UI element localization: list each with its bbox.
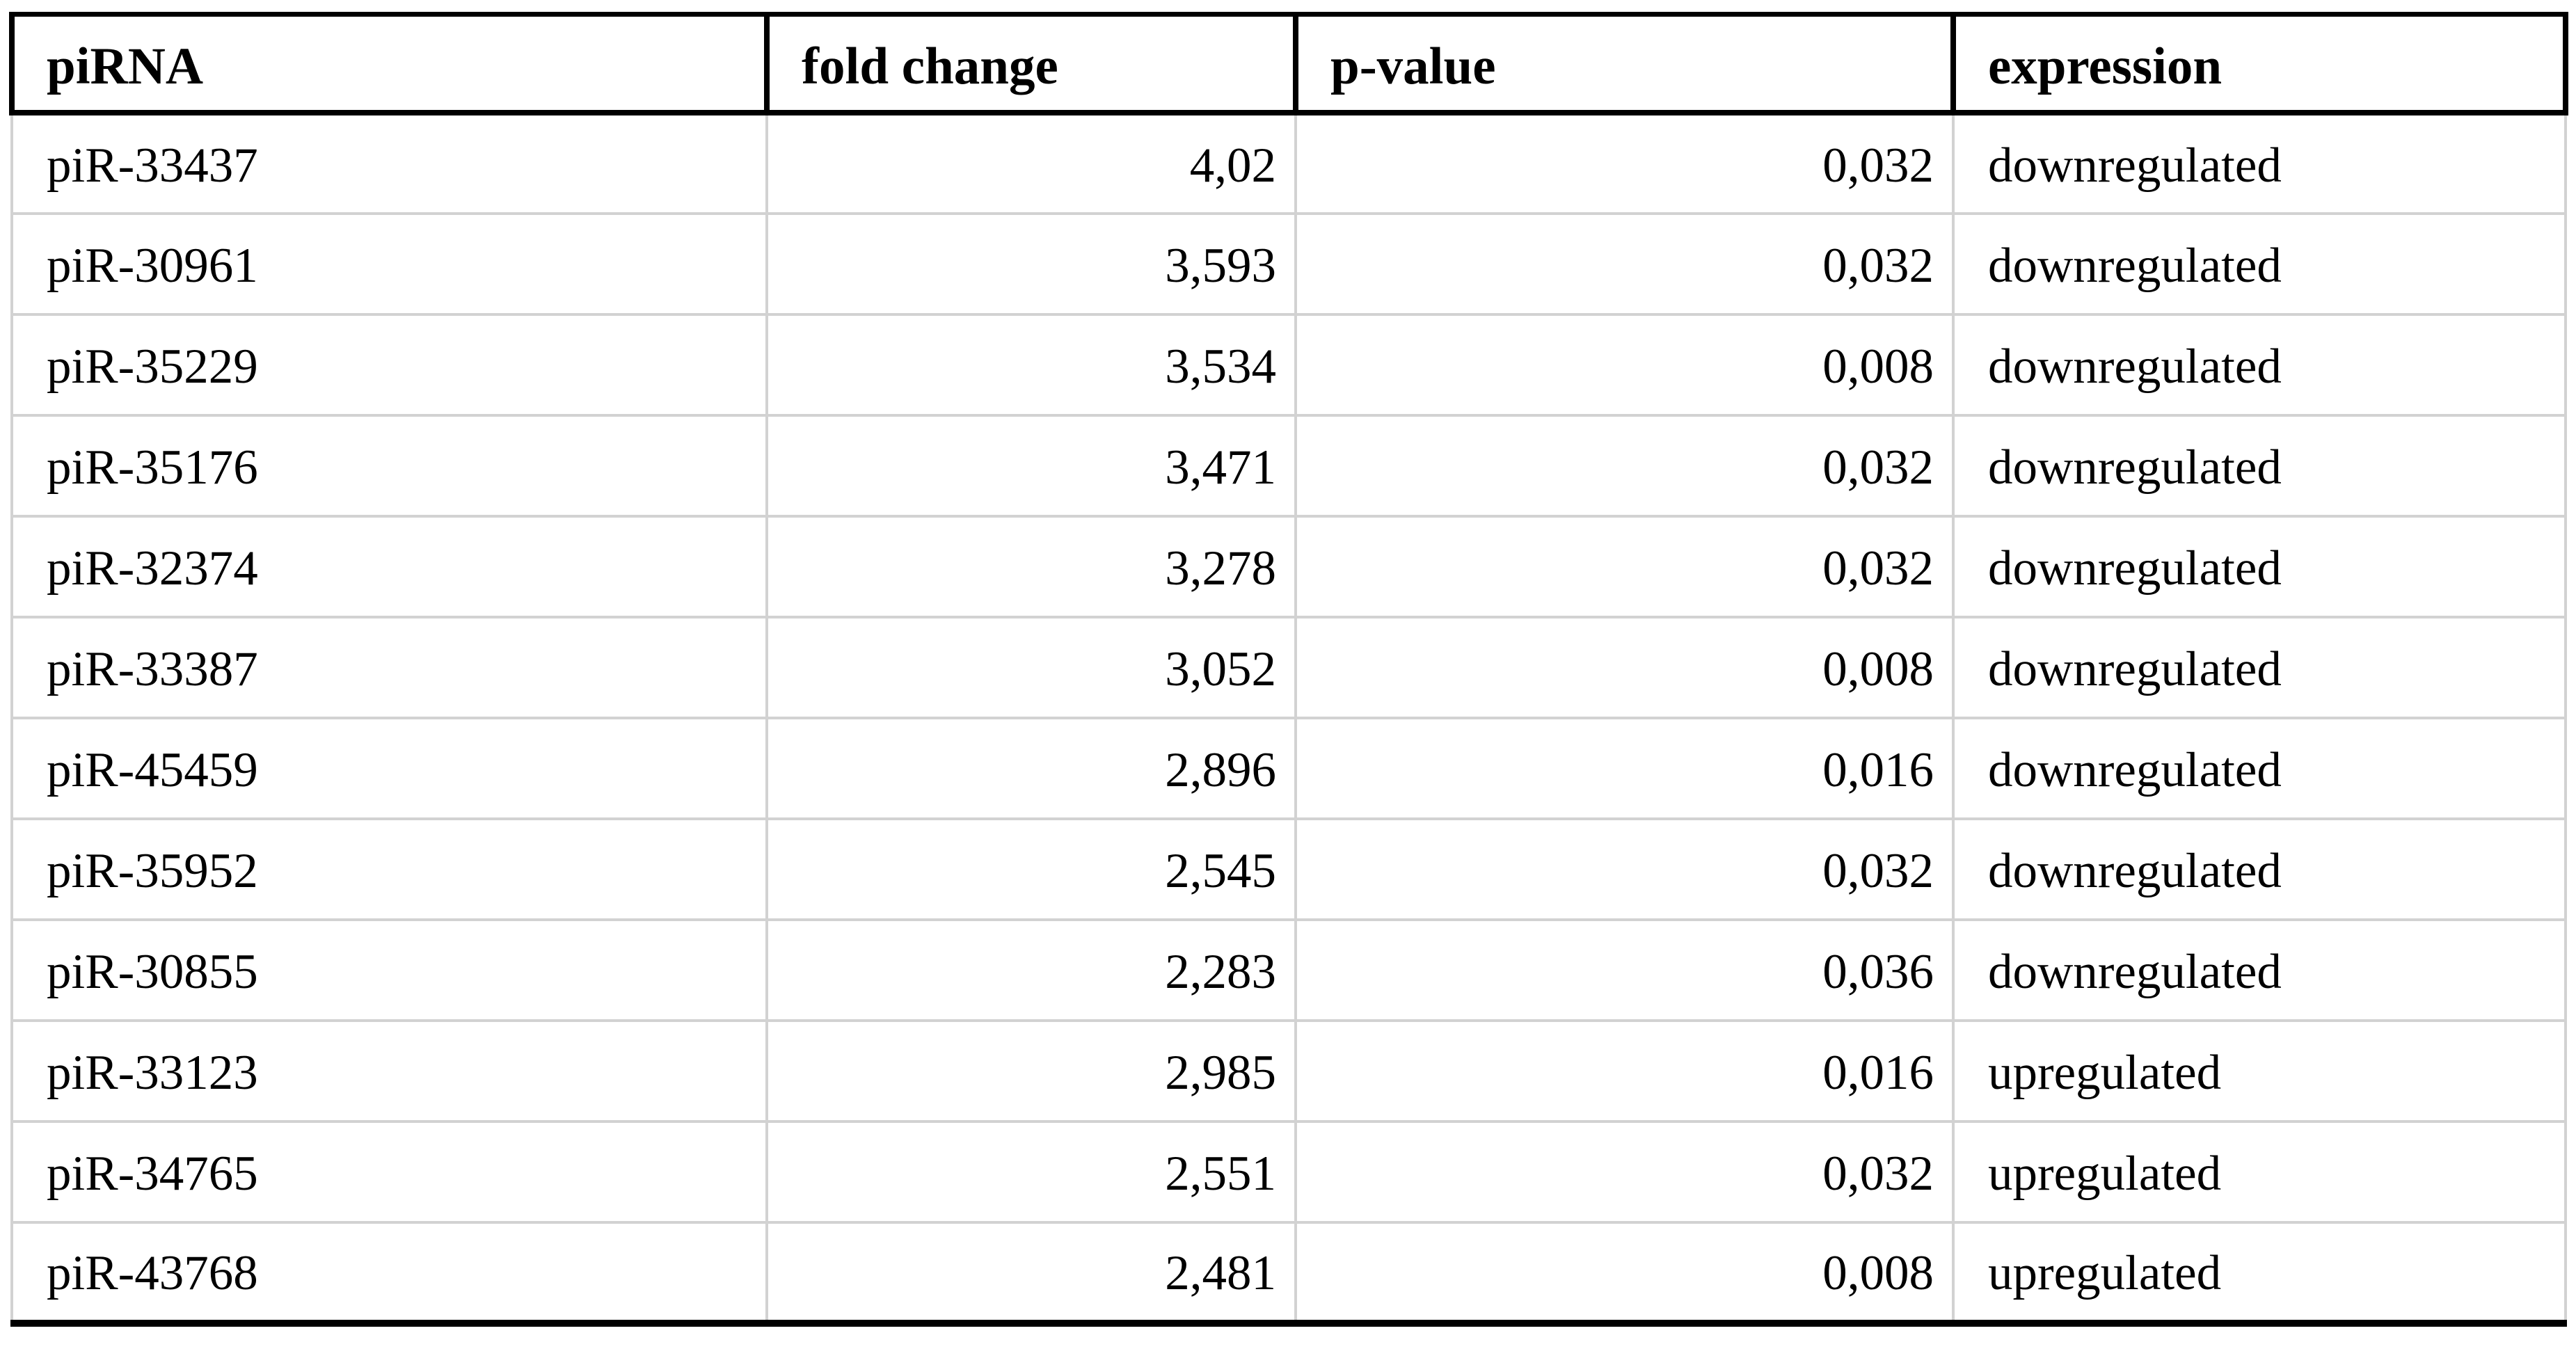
fold-change-cell: 3,471 — [765, 413, 1297, 518]
p-value-cell: 0,016 — [1294, 1019, 1955, 1123]
p-value-cell: 0,032 — [1294, 111, 1955, 215]
fold-change-cell: 2,896 — [765, 716, 1297, 820]
fold-change-cell: 2,545 — [765, 817, 1297, 921]
pirna-cell: piR-35229 — [10, 312, 768, 417]
p-value-column-header: p-value — [1293, 14, 1956, 115]
pirna-cell: piR-33123 — [10, 1019, 768, 1123]
p-value-cell: 0,032 — [1294, 413, 1955, 518]
expression-cell: downregulated — [1952, 615, 2567, 719]
table-row: piR-45459 2,896 0,016 downregulated — [10, 716, 2567, 820]
pirna-cell: piR-35952 — [10, 817, 768, 921]
table-row: piR-35229 3,534 0,008 downregulated — [10, 312, 2567, 417]
expression-column-header: expression — [1950, 14, 2568, 115]
fold-change-cell: 2,283 — [765, 918, 1297, 1022]
expression-cell: upregulated — [1952, 1119, 2567, 1224]
expression-cell: downregulated — [1952, 817, 2567, 921]
p-value-cell: 0,008 — [1294, 1220, 1955, 1325]
table-row: piR-33123 2,985 0,016 upregulated — [10, 1019, 2567, 1123]
table-row: piR-32374 3,278 0,032 downregulated — [10, 514, 2567, 618]
p-value-cell: 0,032 — [1294, 514, 1955, 618]
expression-cell: downregulated — [1952, 413, 2567, 518]
pirna-cell: piR-30855 — [10, 918, 768, 1022]
table-row: piR-30961 3,593 0,032 downregulated — [10, 211, 2567, 316]
p-value-cell: 0,008 — [1294, 615, 1955, 719]
p-value-cell: 0,016 — [1294, 716, 1955, 820]
fold-change-cell: 4,02 — [765, 111, 1297, 215]
fold-change-cell: 3,593 — [765, 211, 1297, 316]
pirna-cell: piR-34765 — [10, 1119, 768, 1224]
header-row: piRNA fold change p-value expression — [9, 14, 2568, 115]
table-row: piR-34765 2,551 0,032 upregulated — [10, 1119, 2567, 1224]
fold-change-cell: 2,551 — [765, 1119, 1297, 1224]
pirna-cell: piR-33437 — [10, 111, 768, 215]
pirna-cell: piR-30961 — [10, 211, 768, 316]
table-header: piRNA fold change p-value expression — [9, 14, 2568, 115]
pirna-cell: piR-45459 — [10, 716, 768, 820]
fold-change-cell: 3,052 — [765, 615, 1297, 719]
table-row: piR-33387 3,052 0,008 downregulated — [10, 615, 2567, 719]
pirna-cell: piR-43768 — [10, 1220, 768, 1325]
expression-cell: downregulated — [1952, 312, 2567, 417]
expression-cell: downregulated — [1952, 111, 2567, 215]
fold-change-cell: 3,278 — [765, 514, 1297, 618]
pirna-cell: piR-35176 — [10, 413, 768, 518]
table-row: piR-35952 2,545 0,032 downregulated — [10, 817, 2567, 921]
p-value-cell: 0,032 — [1294, 817, 1955, 921]
expression-cell: downregulated — [1952, 211, 2567, 316]
table-row: piR-43768 2,481 0,008 upregulated — [10, 1220, 2567, 1325]
fold-change-column-header: fold change — [764, 14, 1298, 115]
expression-cell: downregulated — [1952, 918, 2567, 1022]
fold-change-cell: 2,481 — [765, 1220, 1297, 1325]
table-row: piR-33437 4,02 0,032 downregulated — [10, 111, 2567, 215]
p-value-cell: 0,036 — [1294, 918, 1955, 1022]
expression-cell: downregulated — [1952, 716, 2567, 820]
pirna-expression-table: piRNA fold change p-value expression piR… — [9, 12, 2568, 1327]
pirna-column-header: piRNA — [9, 14, 770, 115]
table-row: piR-35176 3,471 0,032 downregulated — [10, 413, 2567, 518]
table-body: piR-33437 4,02 0,032 downregulated piR-3… — [10, 111, 2567, 1325]
p-value-cell: 0,032 — [1294, 1119, 1955, 1224]
fold-change-cell: 2,985 — [765, 1019, 1297, 1123]
pirna-cell: piR-33387 — [10, 615, 768, 719]
expression-cell: downregulated — [1952, 514, 2567, 618]
fold-change-cell: 3,534 — [765, 312, 1297, 417]
table-row: piR-30855 2,283 0,036 downregulated — [10, 918, 2567, 1022]
p-value-cell: 0,032 — [1294, 211, 1955, 316]
expression-cell: upregulated — [1952, 1220, 2567, 1325]
pirna-cell: piR-32374 — [10, 514, 768, 618]
p-value-cell: 0,008 — [1294, 312, 1955, 417]
expression-cell: upregulated — [1952, 1019, 2567, 1123]
